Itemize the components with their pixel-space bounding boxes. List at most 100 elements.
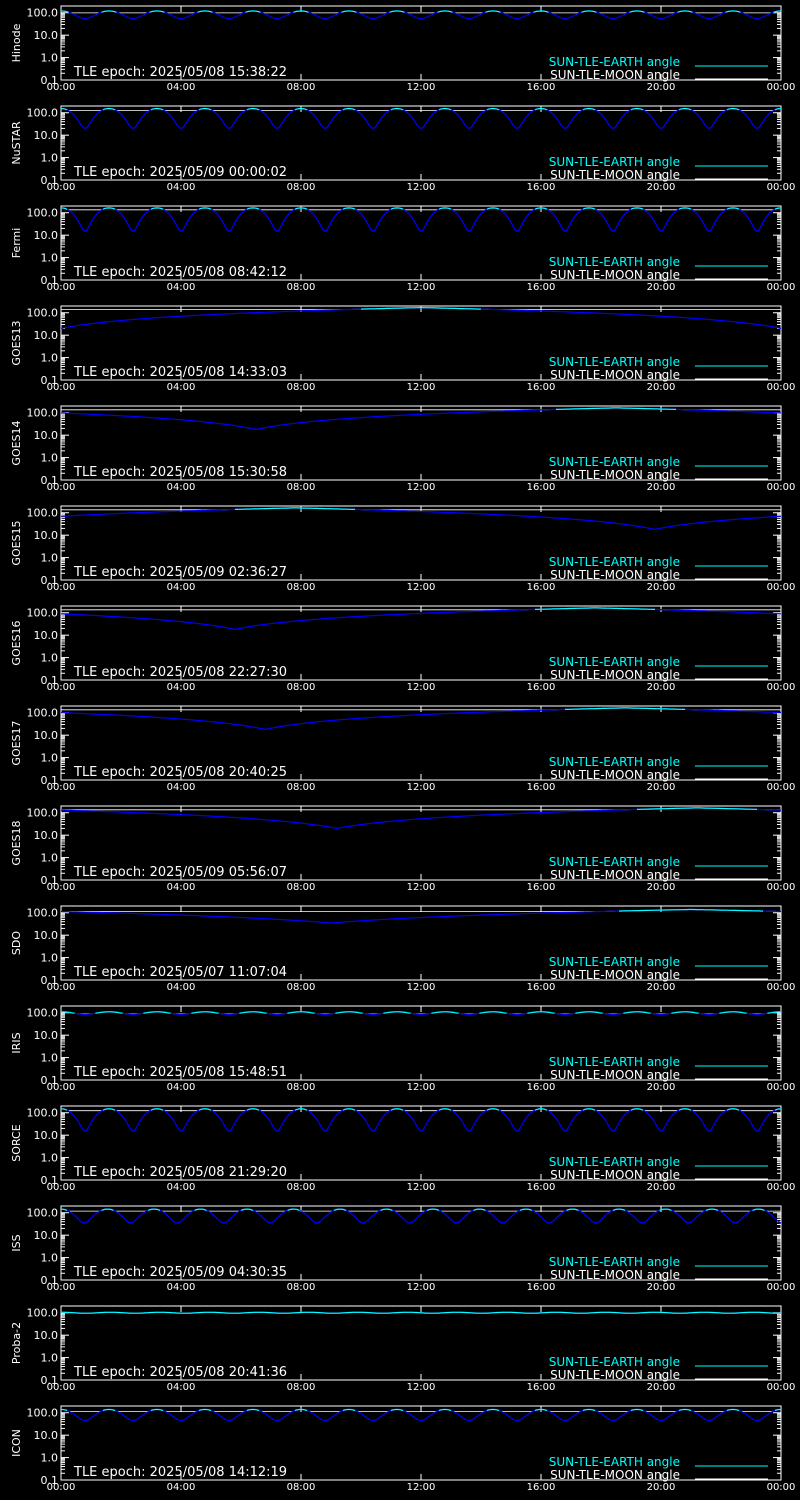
legend-earth-label: SUN-TLE-EARTH angle [549, 255, 680, 269]
panel-fermi: 100.010.01.00.100:00 04:00 08:00 12:00 16:00… [10, 205, 795, 293]
series-moon [60, 108, 782, 111]
x-tick-label: 00:00 [767, 1382, 796, 1393]
panel-nustar: 100.010.01.00.100:00 04:00 08:00 12:00 16:00… [10, 105, 796, 193]
x-tick-label: 12:00 [407, 182, 436, 193]
series-earth [198, 1408, 212, 1412]
x-tick-label: 08:00 [287, 1282, 316, 1293]
series-earth [149, 10, 165, 13]
series-earth [630, 1408, 644, 1412]
series-earth [767, 1011, 781, 1014]
tle-epoch: TLE epoch: 2025/05/08 14:33:03 [73, 365, 287, 380]
series-earth [150, 1108, 164, 1111]
y-tick-label: 100.0 [27, 707, 59, 720]
x-tick-label: 08:00 [287, 1182, 316, 1193]
x-tick-label: 08:00 [287, 882, 316, 893]
panel-goes16: 100.010.01.00.100:00 04:00 08:00 12:00 16:00… [10, 605, 795, 693]
y-tick-label: 0.1 [41, 1074, 59, 1087]
x-tick-label: 00:00 [767, 382, 796, 393]
series-earth [774, 1408, 781, 1412]
x-tick-label: 08:00 [287, 382, 316, 393]
x-tick-label: 08:00 [287, 782, 316, 793]
y-tick-label: 10.0 [34, 29, 59, 42]
x-tick-label: 08:00 [287, 82, 316, 93]
series-earth [575, 1011, 603, 1014]
x-tick-label: 04:00 [167, 382, 196, 393]
series-earth [534, 1108, 548, 1111]
series-earth [438, 1408, 452, 1412]
tle-epoch: TLE epoch: 2025/05/08 22:27:30 [73, 665, 287, 680]
x-tick-label: 00:00 [47, 1082, 76, 1093]
series-earth [95, 1011, 123, 1014]
x-tick-label: 16:00 [527, 1082, 556, 1093]
y-tick-label: 0.1 [41, 674, 59, 687]
x-tick-label: 00:00 [767, 182, 796, 193]
x-tick-label: 00:00 [47, 482, 76, 493]
series-earth [383, 1011, 411, 1014]
y-tick-label: 0.1 [41, 574, 59, 587]
series-earth [389, 10, 405, 13]
y-tick-label: 1.0 [41, 352, 59, 365]
legend-earth-label: SUN-TLE-EARTH angle [549, 555, 680, 569]
series-moon [61, 1409, 781, 1412]
series-earth [246, 1108, 260, 1111]
tle-epoch: TLE epoch: 2025/05/08 08:42:12 [73, 265, 287, 280]
y-tick-label: 0.1 [41, 1374, 59, 1387]
series-earth [246, 1408, 260, 1412]
x-tick-label: 00:00 [767, 782, 796, 793]
series-earth [333, 1208, 347, 1211]
series-earth [726, 1408, 740, 1412]
y-tick-label: 100.0 [27, 607, 59, 620]
x-tick-label: 04:00 [167, 782, 196, 793]
y-tick-label: 1.0 [41, 1352, 59, 1365]
x-tick-label: 20:00 [647, 1382, 676, 1393]
tle-epoch: TLE epoch: 2025/05/08 20:41:36 [73, 1365, 287, 1380]
panel-iris: 100.010.01.00.100:00 04:00 08:00 12:00 16:00… [10, 1005, 796, 1093]
tle-epoch: TLE epoch: 2025/05/09 04:30:35 [73, 1265, 287, 1280]
x-tick-label: 08:00 [287, 582, 316, 593]
x-tick-label: 12:00 [407, 282, 436, 293]
series-earth [390, 1408, 404, 1412]
x-tick-label: 16:00 [527, 182, 556, 193]
y-tick-label: 1.0 [41, 152, 59, 165]
series-earth [534, 1408, 548, 1412]
y-tick-label: 0.1 [41, 174, 59, 187]
x-tick-label: 16:00 [527, 482, 556, 493]
satellite-label: GOES15 [10, 520, 23, 565]
panel-proba-2: 100.010.01.00.100:00 04:00 08:00 12:00 16:00… [10, 1305, 796, 1393]
series-earth [246, 107, 260, 111]
tle-epoch: TLE epoch: 2025/05/09 02:36:27 [73, 565, 287, 580]
y-tick-label: 10.0 [34, 1429, 59, 1442]
y-tick-label: 10.0 [34, 1129, 59, 1142]
legend-earth-label: SUN-TLE-EARTH angle [549, 1055, 680, 1069]
x-tick-label: 00:00 [767, 1082, 796, 1093]
series-earth [61, 10, 69, 13]
series-earth [197, 10, 213, 13]
series-earth [342, 1408, 356, 1412]
x-tick-label: 20:00 [647, 1482, 676, 1493]
y-tick-label: 10.0 [34, 229, 59, 242]
y-tick-label: 1.0 [41, 1052, 59, 1065]
satellite-label: ISS [10, 1234, 23, 1251]
x-tick-label: 00:00 [47, 782, 76, 793]
series-earth [293, 10, 309, 13]
series-earth [341, 10, 357, 13]
series-earth [239, 1011, 267, 1014]
x-tick-label: 00:00 [47, 182, 76, 193]
x-tick-label: 12:00 [407, 82, 436, 93]
x-tick-label: 16:00 [527, 282, 556, 293]
x-tick-label: 12:00 [407, 682, 436, 693]
series-earth [150, 1408, 164, 1412]
series-earth [533, 10, 549, 13]
series-earth [361, 307, 481, 310]
x-tick-label: 20:00 [647, 382, 676, 393]
series-earth-low [60, 207, 782, 232]
series-earth [380, 1208, 393, 1211]
series-earth [719, 1011, 747, 1014]
x-tick-label: 00:00 [767, 1282, 796, 1293]
series-earth [438, 107, 452, 111]
series-earth [659, 1208, 672, 1211]
legend-earth-label: SUN-TLE-EARTH angle [549, 1255, 680, 1269]
series-earth-low [61, 10, 781, 20]
x-tick-label: 00:00 [47, 1282, 76, 1293]
